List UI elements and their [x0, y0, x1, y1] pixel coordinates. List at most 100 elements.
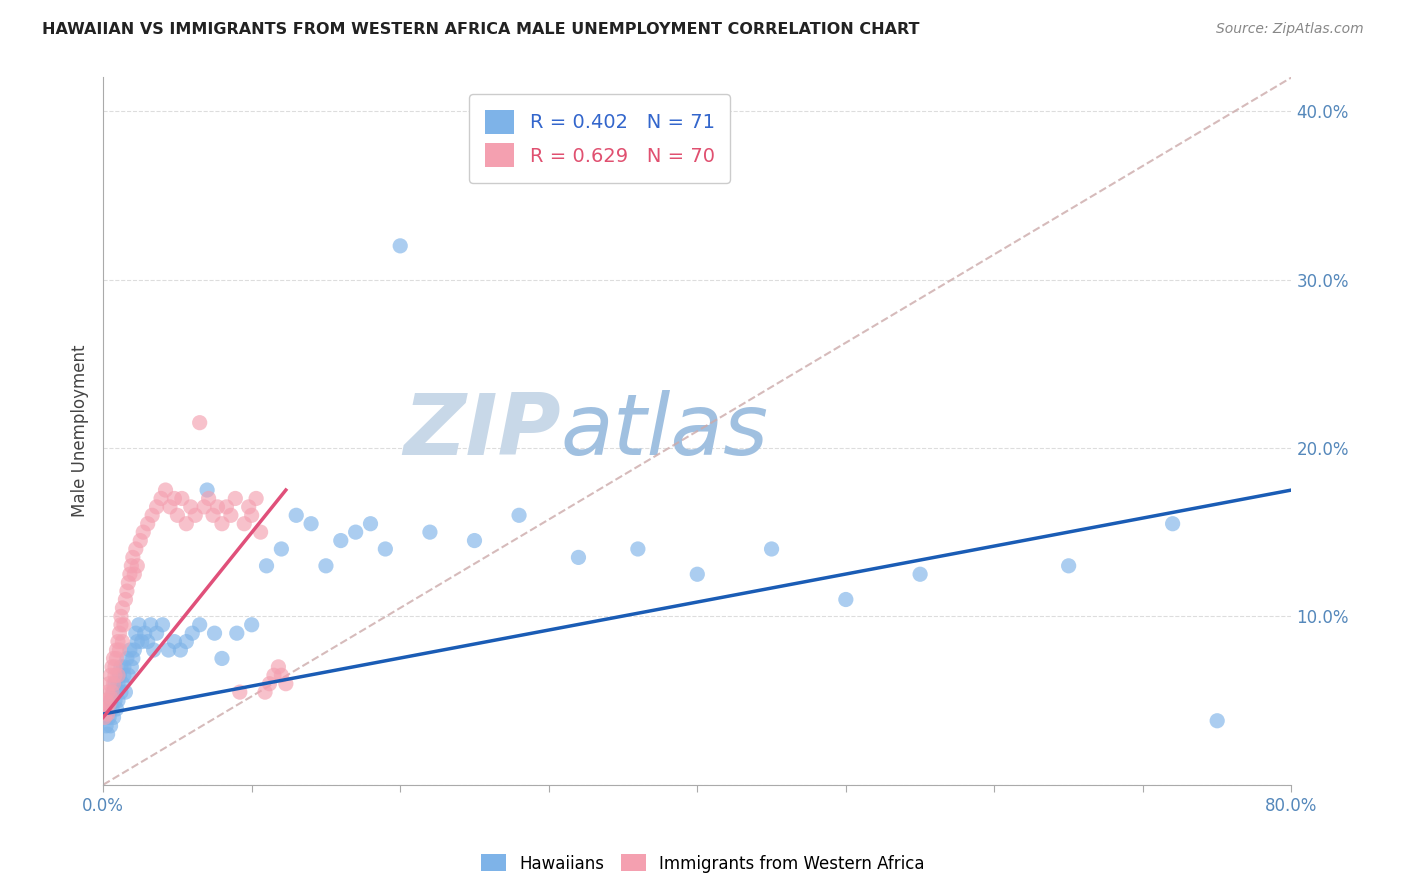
Point	[139, 617, 162, 632]
Point	[100, 693, 122, 707]
Text: atlas: atlas	[561, 390, 769, 473]
Text: Source: ZipAtlas.com: Source: ZipAtlas.com	[1216, 22, 1364, 37]
Point	[120, 660, 142, 674]
Point	[249, 525, 271, 540]
Point	[274, 676, 297, 690]
Point	[112, 617, 135, 632]
Point	[225, 626, 247, 640]
Point	[110, 660, 132, 674]
Point	[166, 508, 188, 523]
Point	[152, 617, 174, 632]
Point	[329, 533, 352, 548]
Point	[240, 508, 263, 523]
Point	[188, 416, 211, 430]
Point	[132, 525, 155, 540]
Point	[188, 617, 211, 632]
Point	[108, 643, 131, 657]
Point	[211, 516, 233, 531]
Point	[170, 491, 193, 506]
Point	[124, 567, 146, 582]
Point	[176, 516, 198, 531]
Point	[110, 609, 132, 624]
Point	[108, 668, 131, 682]
Point	[128, 617, 150, 632]
Y-axis label: Male Unemployment: Male Unemployment	[72, 345, 89, 517]
Point	[224, 491, 246, 506]
Point	[124, 643, 146, 657]
Point	[219, 508, 242, 523]
Point	[211, 651, 233, 665]
Point	[136, 634, 159, 648]
Point	[105, 702, 128, 716]
Point	[104, 668, 127, 682]
Point	[215, 500, 238, 514]
Point	[131, 634, 153, 648]
Point	[159, 500, 181, 514]
Point	[142, 643, 165, 657]
Point	[101, 660, 124, 674]
Point	[110, 685, 132, 699]
Point	[285, 508, 308, 523]
Point	[270, 541, 292, 556]
Point	[101, 685, 124, 699]
Point	[98, 710, 121, 724]
Point	[163, 491, 186, 506]
Point	[103, 651, 125, 665]
Point	[100, 690, 122, 705]
Point	[136, 516, 159, 531]
Point	[627, 541, 650, 556]
Point	[121, 651, 143, 665]
Point	[245, 491, 267, 506]
Point	[117, 575, 139, 590]
Point	[374, 541, 396, 556]
Point	[107, 634, 129, 648]
Point	[761, 541, 783, 556]
Point	[263, 668, 285, 682]
Point	[835, 592, 858, 607]
Point	[180, 500, 202, 514]
Point	[419, 525, 441, 540]
Point	[111, 676, 134, 690]
Point	[315, 558, 337, 573]
Point	[105, 685, 128, 699]
Point	[127, 634, 149, 648]
Point	[105, 643, 128, 657]
Point	[94, 693, 117, 707]
Point	[204, 626, 226, 640]
Point	[169, 643, 191, 657]
Point	[110, 617, 132, 632]
Point	[233, 516, 256, 531]
Point	[141, 508, 163, 523]
Point	[157, 643, 180, 657]
Point	[195, 483, 218, 497]
Point	[112, 660, 135, 674]
Point	[100, 719, 122, 733]
Point	[111, 601, 134, 615]
Point	[686, 567, 709, 582]
Point	[197, 491, 219, 506]
Point	[1161, 516, 1184, 531]
Point	[344, 525, 367, 540]
Point	[163, 634, 186, 648]
Point	[108, 626, 131, 640]
Point	[254, 685, 277, 699]
Point	[207, 500, 229, 514]
Point	[104, 693, 127, 707]
Point	[111, 634, 134, 648]
Point	[121, 550, 143, 565]
Point	[193, 500, 215, 514]
Text: ZIP: ZIP	[404, 390, 561, 473]
Point	[299, 516, 322, 531]
Point	[97, 685, 120, 699]
Point	[118, 567, 141, 582]
Point	[98, 702, 121, 716]
Text: HAWAIIAN VS IMMIGRANTS FROM WESTERN AFRICA MALE UNEMPLOYMENT CORRELATION CHART: HAWAIIAN VS IMMIGRANTS FROM WESTERN AFRI…	[42, 22, 920, 37]
Point	[259, 676, 281, 690]
Point	[104, 676, 127, 690]
Point	[176, 634, 198, 648]
Point	[107, 693, 129, 707]
Point	[97, 727, 120, 741]
Point	[93, 710, 115, 724]
Point	[97, 706, 120, 721]
Point	[103, 676, 125, 690]
